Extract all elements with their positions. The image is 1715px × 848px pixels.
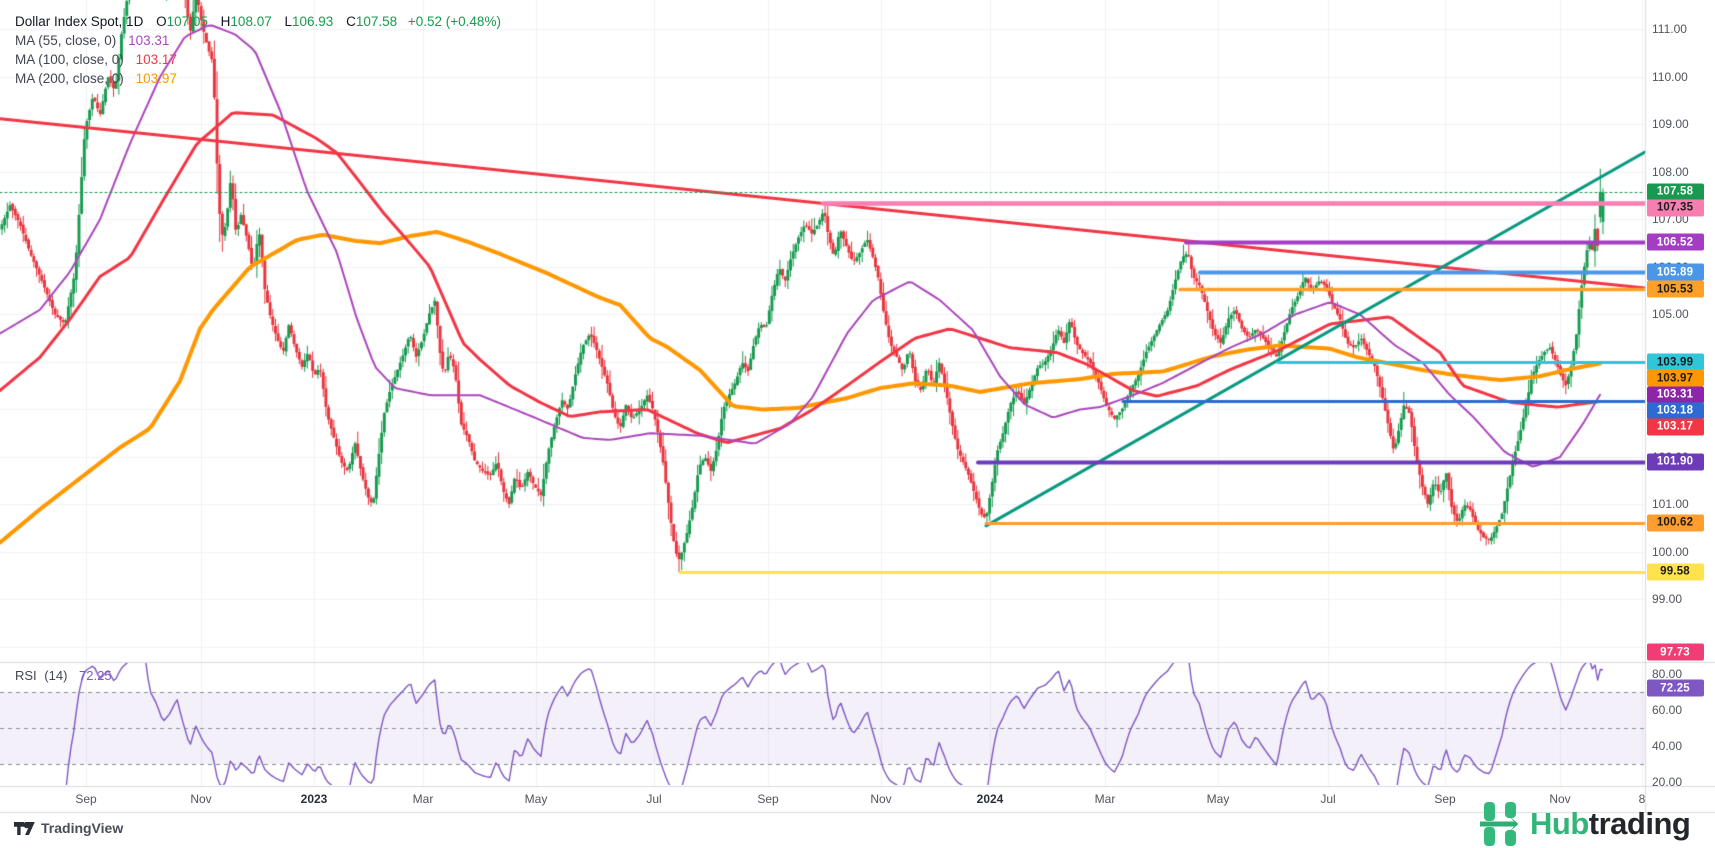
time-axis-label: Nov bbox=[1549, 792, 1571, 806]
ma-value-badge: 103.31 bbox=[1646, 386, 1704, 404]
ma-value-badge: 103.17 bbox=[1646, 418, 1704, 436]
tradingview-text: TradingView bbox=[41, 820, 124, 836]
time-axis-label: Sep bbox=[757, 792, 779, 806]
level-price-badge: 100.62 bbox=[1646, 514, 1704, 532]
hub-text-dark: trading bbox=[1588, 806, 1691, 841]
hub-text-green: Hub bbox=[1530, 806, 1589, 841]
price-axis-label: 105.00 bbox=[1652, 307, 1689, 322]
hubtrading-watermark: Hubtrading bbox=[1478, 800, 1691, 848]
rsi-value-badge: 72.25 bbox=[1646, 679, 1704, 697]
tradingview-icon bbox=[14, 821, 35, 835]
level-price-badge: 101.90 bbox=[1646, 453, 1704, 471]
time-axis-label: Nov bbox=[870, 792, 892, 806]
price-axis-label: 40.00 bbox=[1652, 739, 1683, 754]
close-value: 107.58 bbox=[355, 14, 398, 29]
open-value: 107.05 bbox=[166, 14, 208, 29]
time-axis-label: Sep bbox=[1434, 792, 1456, 806]
tradingview-attribution-link[interactable]: TradingView bbox=[14, 820, 123, 836]
symbol-title[interactable]: Dollar Index Spot, 1D bbox=[15, 14, 144, 29]
price-axis-label: 109.00 bbox=[1652, 117, 1689, 132]
high-value: 108.07 bbox=[230, 14, 272, 29]
ma-value-badge: 103.97 bbox=[1646, 369, 1704, 387]
high-key: H bbox=[220, 14, 231, 29]
rsi-value: 72.25 bbox=[79, 668, 112, 683]
ma200-value: 103.97 bbox=[135, 71, 177, 86]
current-price-badge: 107.58 bbox=[1646, 183, 1704, 201]
price-axis-label: 80.00 bbox=[1652, 667, 1683, 682]
level-price-badge: 99.58 bbox=[1646, 563, 1704, 581]
ma200-label: MA (200, close, 0) bbox=[15, 71, 124, 86]
ma100-value: 103.17 bbox=[135, 52, 177, 67]
open-key: O bbox=[156, 14, 167, 29]
symbol-legend-row[interactable]: Dollar Index Spot, 1D O107.05 H108.07 L1… bbox=[15, 13, 501, 31]
ma100-legend-row[interactable]: MA (100, close, 0) 103.17 bbox=[15, 51, 501, 69]
ma55-legend-row[interactable]: MA (55, close, 0) 103.31 bbox=[15, 32, 501, 50]
price-axis-label: 99.00 bbox=[1652, 592, 1683, 607]
price-axis-label: 111.00 bbox=[1652, 22, 1687, 37]
hubtrading-icon bbox=[1480, 802, 1519, 846]
chart-legend: Dollar Index Spot, 1D O107.05 H108.07 L1… bbox=[15, 13, 501, 89]
price-axis-label: 110.00 bbox=[1652, 69, 1688, 84]
rsi-name: RSI bbox=[15, 668, 37, 683]
time-axis-label: May bbox=[1206, 792, 1230, 806]
ma100-label: MA (100, close, 0) bbox=[15, 52, 124, 67]
low-value: 106.93 bbox=[292, 14, 334, 29]
change-value: +0.52 (+0.48%) bbox=[407, 14, 501, 29]
ma200-legend-row[interactable]: MA (200, close, 0) 103.97 bbox=[15, 70, 501, 88]
low-key: L bbox=[284, 14, 292, 29]
time-axis-label: Jul bbox=[1320, 792, 1336, 806]
price-axis-label: 60.00 bbox=[1652, 703, 1683, 718]
time-axis-label: 8 bbox=[1638, 792, 1646, 806]
price-axis-label: 100.00 bbox=[1652, 544, 1689, 559]
time-axis-label: Nov bbox=[190, 792, 212, 806]
time-axis-label: May bbox=[524, 792, 548, 806]
time-axis-label: 2024 bbox=[976, 792, 1004, 806]
time-axis-label: Mar bbox=[412, 792, 434, 806]
time-axis-label: Sep bbox=[75, 792, 97, 806]
ma55-label: MA (55, close, 0) bbox=[15, 33, 117, 48]
level-price-badge: 103.18 bbox=[1646, 402, 1704, 420]
ma55-value: 103.31 bbox=[128, 33, 170, 48]
rsi-legend-row[interactable]: RSI (14) 72.25 bbox=[15, 668, 112, 683]
level-price-badge: 97.73 bbox=[1646, 643, 1704, 661]
time-axis-label: Mar bbox=[1094, 792, 1116, 806]
time-axis-label: 2023 bbox=[300, 792, 328, 806]
close-key: C bbox=[346, 14, 356, 29]
level-price-badge: 107.35 bbox=[1646, 199, 1704, 217]
time-axis-label: Jul bbox=[646, 792, 662, 806]
hubtrading-text: Hubtrading bbox=[1530, 800, 1691, 848]
price-axis-label: 108.00 bbox=[1652, 164, 1689, 179]
rsi-params: (14) bbox=[44, 668, 68, 683]
price-axis-label: 101.00 bbox=[1652, 497, 1689, 512]
price-axis-label: 20.00 bbox=[1652, 775, 1683, 790]
level-price-badge: 106.52 bbox=[1646, 233, 1704, 251]
level-price-badge: 103.99 bbox=[1646, 353, 1704, 371]
level-price-badge: 105.53 bbox=[1646, 280, 1704, 298]
level-price-badge: 105.89 bbox=[1646, 263, 1704, 281]
